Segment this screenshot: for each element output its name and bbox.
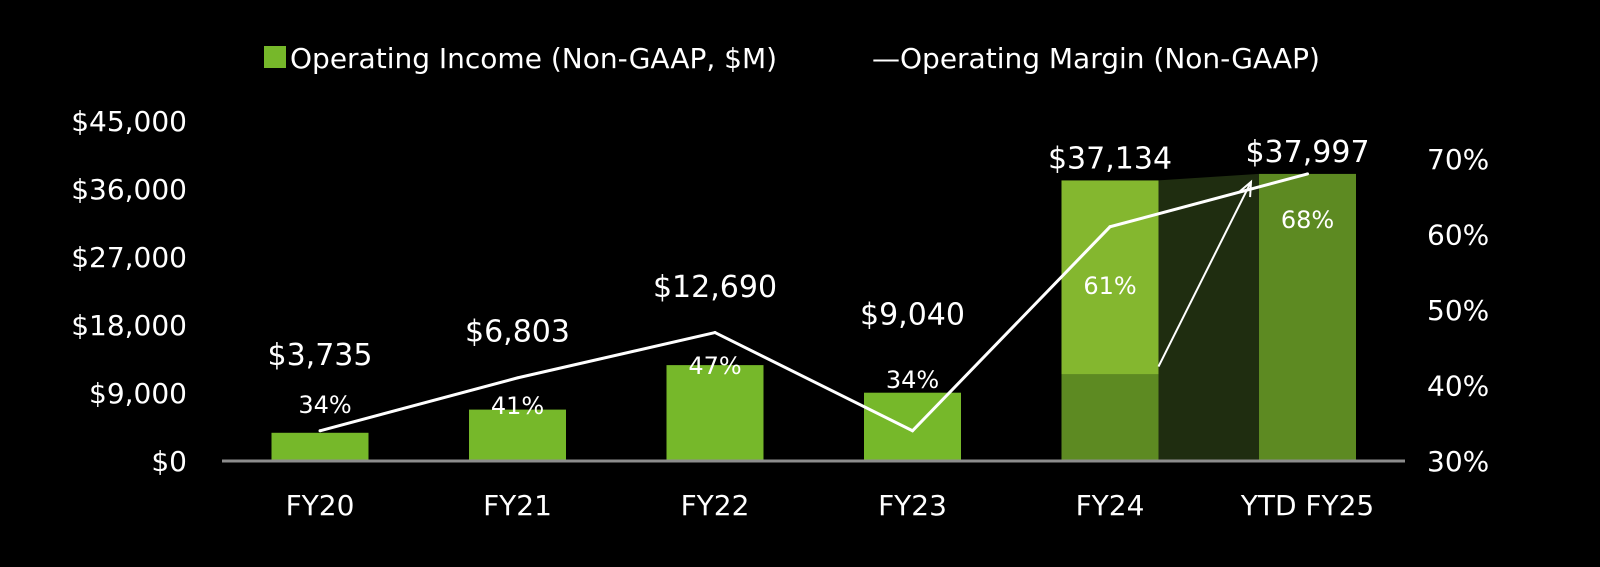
- bars: [271, 173, 1356, 461]
- bar-ytd-fy25: [1259, 173, 1356, 461]
- bar-shadow-band: [1158, 173, 1259, 461]
- x-axis-label: FY21: [483, 489, 552, 522]
- bar-fy21: [469, 409, 566, 461]
- left-axis-tick-label: $9,000: [89, 377, 187, 410]
- right-axis-tick-label: 40%: [1427, 369, 1489, 402]
- legend: Operating Income (Non-GAAP, $M) — Operat…: [264, 42, 1320, 75]
- growth-arrow-line: [1157, 181, 1252, 368]
- right-axis-tick-label: 50%: [1427, 294, 1489, 327]
- margin-value-label: 47%: [688, 352, 741, 380]
- x-axis-label: FY23: [878, 489, 947, 522]
- bar-value-label: $9,040: [860, 298, 965, 333]
- left-axis-tick-label: $27,000: [71, 241, 187, 274]
- growth-arrow-head-icon: [1238, 179, 1253, 198]
- margin-value-label: 41%: [491, 392, 544, 420]
- bar-value-label: $12,690: [653, 270, 777, 305]
- right-axis-tick-label: 60%: [1427, 218, 1489, 251]
- legend-line-label: Operating Margin (Non-GAAP): [900, 42, 1320, 75]
- x-axis-label: FY24: [1076, 489, 1145, 522]
- bar-value-label: $37,997: [1245, 135, 1369, 170]
- right-axis-tick-label: 30%: [1427, 445, 1489, 478]
- bar-value-label: $6,803: [465, 315, 570, 350]
- margin-point: [713, 331, 717, 335]
- x-axis-label: FY22: [681, 489, 750, 522]
- legend-bar-swatch: [264, 46, 286, 68]
- margin-line-series: [318, 172, 1309, 433]
- right-axis-tick-label: 70%: [1427, 143, 1489, 176]
- left-axis-tick-label: $45,000: [71, 105, 187, 138]
- margin-line: [319, 172, 1308, 433]
- bar-fy20: [271, 432, 369, 461]
- margin-point: [1108, 225, 1112, 229]
- margin-value-label: 34%: [298, 391, 351, 419]
- margin-value-label: 61%: [1083, 272, 1136, 300]
- margin-point: [318, 429, 322, 433]
- bar-fy22: [666, 365, 764, 461]
- left-axis: $0 $9,000 $18,000 $27,000 $36,000 $45,000: [71, 105, 187, 478]
- margin-value-label: 34%: [886, 366, 939, 394]
- legend-line-glyph: —: [872, 42, 900, 75]
- margin-value-label: 68%: [1281, 206, 1334, 234]
- margin-point: [516, 376, 519, 380]
- bar-value-label: $37,134: [1048, 141, 1172, 176]
- x-axis-labels: FY20 FY21 FY22 FY23 FY24 YTD FY25: [286, 489, 1375, 522]
- margin-point: [1306, 172, 1309, 176]
- left-axis-tick-label: $0: [151, 445, 187, 478]
- bar-fy23: [864, 392, 961, 461]
- x-axis-label: YTD FY25: [1240, 489, 1375, 522]
- value-labels: $3,735 $6,803 $12,690 $9,040 $37,134 $37,997 3…: [268, 135, 1370, 420]
- right-axis: 30% 40% 50% 60% 70%: [1427, 143, 1489, 478]
- left-axis-tick-label: $18,000: [71, 309, 187, 342]
- bar-fy24-lower-segment: [1061, 374, 1159, 461]
- legend-bar-label: Operating Income (Non-GAAP, $M): [290, 42, 777, 75]
- x-axis-label: FY20: [286, 489, 355, 522]
- margin-point: [911, 429, 914, 433]
- left-axis-tick-label: $36,000: [71, 173, 187, 206]
- bar-value-label: $3,735: [268, 338, 373, 373]
- shadow-layer: [1158, 173, 1259, 461]
